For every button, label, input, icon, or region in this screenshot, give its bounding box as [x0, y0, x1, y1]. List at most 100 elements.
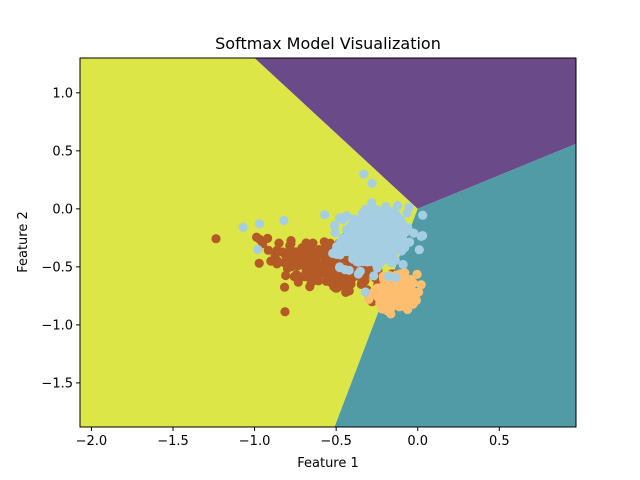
data-point — [322, 273, 332, 284]
data-point — [328, 248, 338, 258]
y-tick-label: 1.0 — [52, 86, 73, 101]
decision-region-1 — [80, 58, 418, 427]
data-point — [398, 259, 408, 270]
data-point — [360, 233, 371, 243]
data-point — [389, 230, 399, 240]
data-point — [320, 210, 330, 220]
data-point — [372, 263, 382, 273]
data-point — [302, 262, 312, 272]
data-point — [356, 279, 366, 289]
data-point — [353, 230, 363, 240]
data-point — [284, 248, 294, 258]
x-axis-ticks: −2.0 −1.5 −1.0 −0.5 0.0 0.5 — [76, 427, 510, 449]
data-point — [362, 222, 372, 232]
y-axis-ticks: −1.5 −1.0 −0.5 0.0 0.5 1.0 — [41, 86, 80, 391]
data-point — [263, 245, 273, 255]
data-point — [400, 268, 410, 278]
data-point — [369, 271, 379, 281]
x-tick-label: 0.5 — [489, 434, 510, 449]
data-point — [313, 276, 323, 286]
data-point — [393, 297, 404, 307]
data-point — [359, 169, 369, 179]
data-point — [338, 233, 348, 243]
data-point — [384, 271, 394, 281]
y-tick-label: −1.0 — [41, 318, 73, 333]
series-2 — [364, 268, 426, 319]
data-point — [375, 294, 385, 305]
data-point — [211, 234, 221, 244]
data-point — [377, 282, 387, 292]
data-point — [416, 280, 426, 290]
data-point — [330, 273, 340, 283]
data-point — [409, 228, 419, 238]
x-tick-label: 0.0 — [407, 434, 428, 449]
y-tick-label: 0.5 — [52, 144, 73, 159]
data-point — [358, 210, 368, 220]
data-point — [279, 215, 289, 226]
data-point — [377, 304, 387, 314]
decision-region-2 — [254, 58, 576, 209]
data-point — [386, 257, 396, 267]
data-point — [377, 237, 387, 247]
data-point — [305, 282, 315, 292]
data-point — [280, 258, 291, 268]
data-point — [364, 294, 374, 304]
data-point — [291, 269, 302, 280]
data-point — [337, 247, 347, 257]
data-point — [389, 289, 399, 299]
data-point — [238, 222, 248, 232]
data-point — [285, 241, 295, 251]
data-point — [341, 287, 351, 297]
data-point — [349, 214, 359, 225]
data-point — [411, 295, 421, 305]
data-point — [374, 255, 384, 265]
plot-frame — [79, 57, 577, 428]
data-point — [400, 243, 410, 253]
data-point — [297, 243, 307, 253]
data-point — [360, 287, 370, 297]
x-tick-label: −0.5 — [320, 434, 352, 449]
data-point — [353, 269, 363, 279]
y-tick-label: −1.5 — [41, 376, 73, 391]
data-point — [291, 260, 301, 270]
data-point — [280, 282, 290, 292]
data-point — [402, 208, 412, 218]
scatter-points — [211, 169, 428, 319]
data-point — [335, 262, 345, 273]
y-tick-label: −0.5 — [41, 260, 73, 275]
data-point — [371, 217, 381, 227]
decision-regions — [80, 58, 576, 427]
data-point — [398, 220, 408, 230]
data-point — [254, 219, 265, 229]
x-tick-label: −1.5 — [157, 434, 189, 449]
decision-region-3 — [334, 143, 576, 427]
data-point — [416, 231, 426, 241]
data-point — [281, 270, 291, 281]
data-point — [367, 178, 377, 188]
data-point — [315, 260, 326, 270]
data-point — [293, 277, 303, 287]
data-point — [330, 227, 340, 238]
data-point — [344, 265, 354, 275]
data-point — [266, 256, 276, 266]
data-point — [274, 238, 284, 248]
data-point — [330, 220, 340, 231]
data-point — [254, 258, 264, 268]
data-point — [338, 215, 348, 225]
data-point — [353, 256, 363, 266]
data-point — [386, 239, 396, 249]
x-tick-label: −2.0 — [76, 434, 108, 449]
data-point — [280, 307, 290, 317]
y-axis-label: Feature 2 — [16, 211, 31, 273]
data-point — [391, 272, 401, 283]
data-point — [346, 248, 356, 258]
data-point — [414, 245, 424, 255]
data-point — [418, 210, 428, 220]
data-point — [412, 269, 422, 279]
data-point — [316, 246, 326, 256]
data-point — [363, 256, 373, 266]
chart-title: Softmax Model Visualization — [215, 34, 441, 53]
x-tick-label: −1.0 — [239, 434, 271, 449]
series-3 — [238, 169, 428, 297]
